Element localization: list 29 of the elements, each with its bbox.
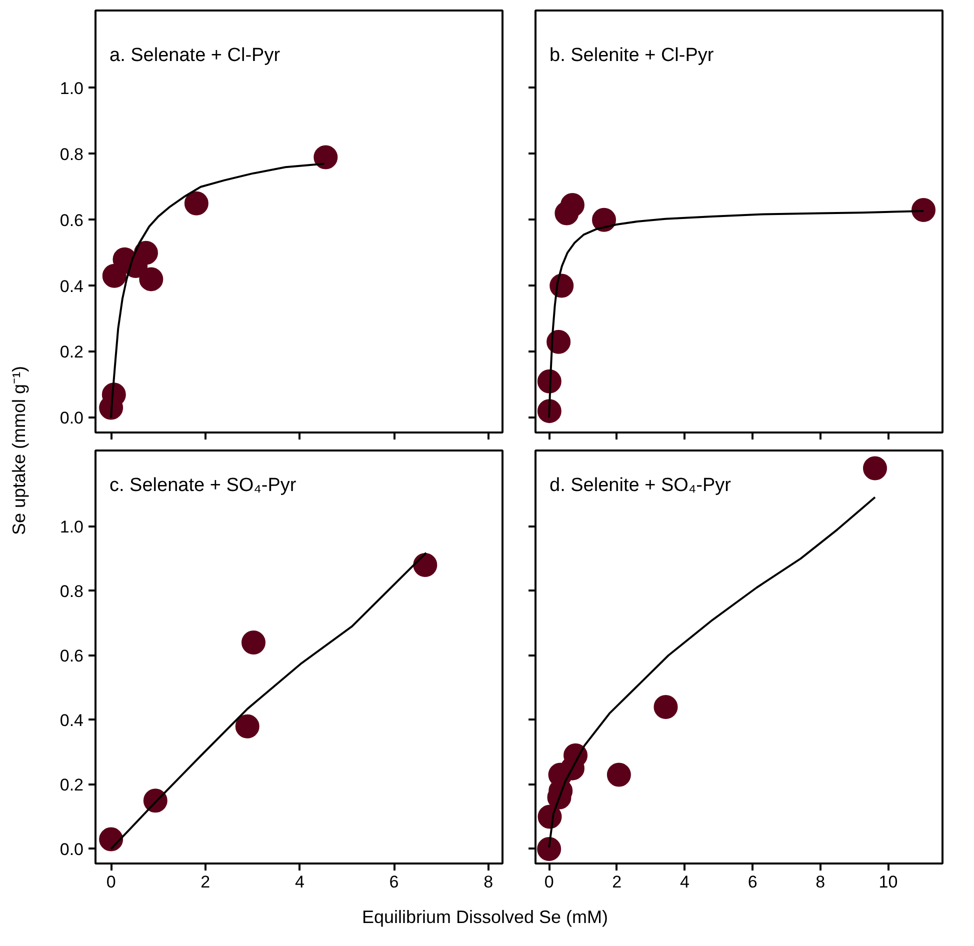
y-tick-label: 0.6 bbox=[60, 646, 84, 666]
x-tick-label: 6 bbox=[748, 872, 758, 892]
y-tick-label: 0.8 bbox=[60, 144, 84, 164]
y-tick-label: 1.0 bbox=[60, 78, 84, 98]
x-tick-label: 0 bbox=[544, 872, 554, 892]
y-tick-label: 0.8 bbox=[60, 582, 84, 601]
x-tick-label: 2 bbox=[612, 872, 622, 892]
x-tick-label: 8 bbox=[816, 872, 826, 892]
y-axis-title: Se uptake (mmol g⁻¹) bbox=[8, 365, 30, 535]
y-tick-label: 0.4 bbox=[60, 276, 84, 296]
x-tick-label: 4 bbox=[294, 872, 304, 892]
y-tick-label: 0.0 bbox=[60, 840, 84, 859]
x-tick-label: 0 bbox=[106, 872, 116, 892]
text: a. Selenate + Cl-Pyr bbox=[110, 45, 281, 66]
y-tick-label: 0.0 bbox=[60, 408, 84, 428]
x-tick-label: 2 bbox=[200, 872, 210, 892]
text: b. Selenite + Cl-Pyr bbox=[550, 45, 714, 66]
x-tick-label: 4 bbox=[680, 872, 690, 892]
y-tick-label: 1.0 bbox=[60, 517, 84, 536]
y-tick-label: 0.6 bbox=[60, 210, 84, 230]
x-tick-label: 6 bbox=[389, 872, 399, 892]
x-tick-label: 8 bbox=[484, 872, 494, 892]
y-tick-label: 0.2 bbox=[60, 775, 84, 794]
y-tick-label: 0.4 bbox=[60, 710, 84, 730]
y-tick-label: 0.2 bbox=[60, 342, 84, 362]
x-tick-label: 10 bbox=[878, 872, 898, 892]
x-axis-title: Equilibrium Dissolved Se (mM) bbox=[362, 906, 608, 929]
text: c. Selenate + SO₄-Pyr bbox=[110, 475, 297, 496]
text: d. Selenite + SO₄-Pyr bbox=[550, 475, 732, 496]
